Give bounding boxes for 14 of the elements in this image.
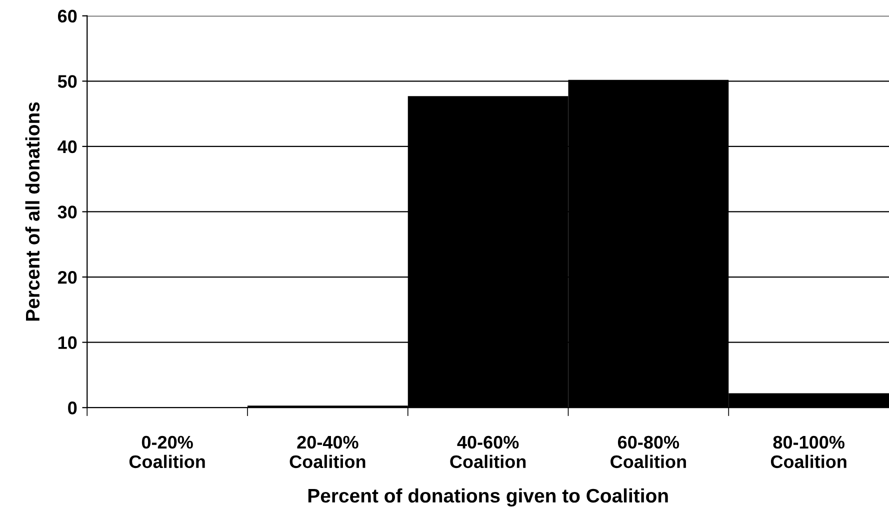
y-tick-label: 40: [58, 140, 77, 154]
x-axis-title: Percent of donations given to Coalition: [308, 488, 668, 507]
y-tick-label: 20: [58, 270, 77, 284]
y-axis-title: Percent of all donations: [25, 102, 40, 321]
x-tick-label: 80-100% Coalition: [770, 436, 846, 468]
x-tick-label: 0-20% Coalition: [129, 436, 205, 468]
x-tick-label: 20-40% Coalition: [290, 436, 366, 468]
y-tick-label: 10: [58, 336, 77, 350]
x-tick-label: 60-80% Coalition: [610, 436, 686, 468]
y-tick-label: 30: [58, 206, 77, 218]
y-tick-label: 50: [58, 75, 77, 88]
x-tick-label: 40-60% Coalition: [450, 436, 526, 468]
y-tick-label: 0: [68, 402, 77, 414]
y-tick-label: 60: [58, 10, 77, 23]
